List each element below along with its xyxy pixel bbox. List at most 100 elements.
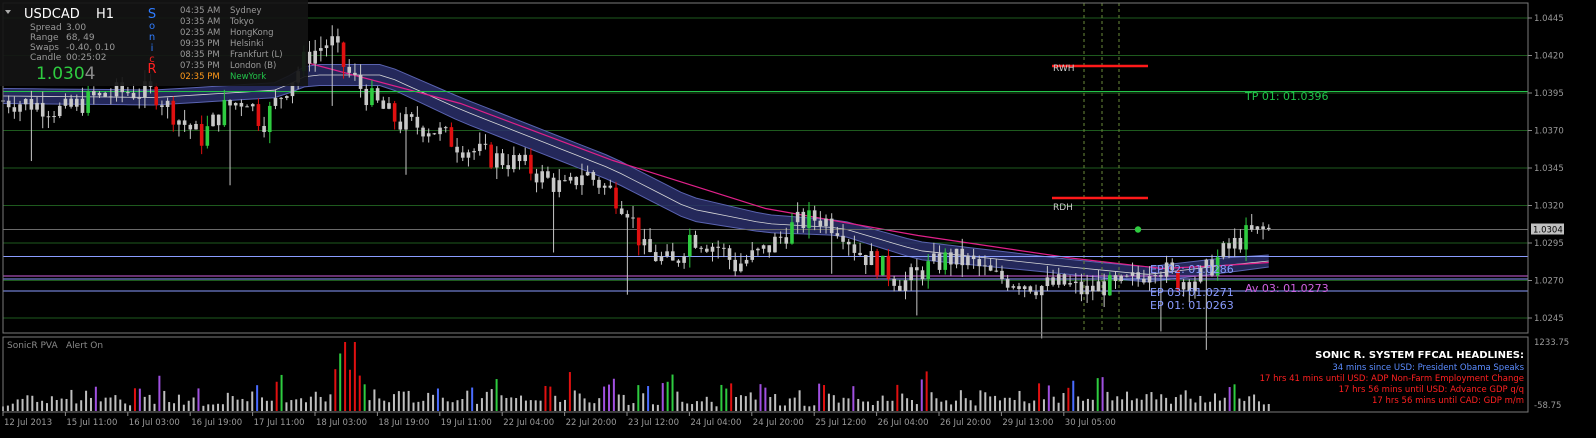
volume-bar bbox=[60, 398, 63, 411]
volume-bar bbox=[568, 372, 571, 411]
session-city: HongKong bbox=[230, 28, 274, 38]
volume-bar bbox=[197, 388, 200, 411]
candle-body bbox=[1210, 259, 1214, 276]
candle-body bbox=[534, 173, 539, 183]
sonic-r-vertical-label: SonicR bbox=[147, 7, 156, 77]
volume-bar bbox=[11, 403, 14, 411]
candle-body bbox=[273, 97, 278, 106]
candle-body bbox=[6, 100, 11, 108]
candle-body bbox=[1005, 279, 1010, 288]
candle-body bbox=[1034, 291, 1038, 296]
volume-bar bbox=[129, 405, 132, 411]
volume-bar bbox=[598, 398, 601, 411]
candle-body bbox=[398, 121, 403, 130]
candle-body bbox=[767, 245, 772, 253]
volume-bar bbox=[173, 403, 176, 411]
volume-bar bbox=[656, 404, 659, 411]
candle-body bbox=[653, 252, 658, 262]
volume-bar bbox=[358, 375, 361, 411]
volume-bar bbox=[285, 402, 288, 411]
volume-bar bbox=[1086, 398, 1089, 411]
price-tick-label: 1.0270 bbox=[1534, 277, 1564, 287]
volume-bar bbox=[378, 398, 381, 411]
dragon-band bbox=[2, 64, 1269, 283]
candle-body bbox=[432, 133, 437, 135]
volume-bar bbox=[1238, 398, 1241, 411]
volume-bar bbox=[36, 401, 39, 411]
price-display: 1.0304 bbox=[36, 64, 96, 84]
volume-bar bbox=[710, 401, 713, 411]
volume-bar bbox=[950, 404, 953, 411]
volume-bar bbox=[603, 386, 606, 411]
candle-body bbox=[1051, 277, 1055, 285]
indicator-name: SonicR PVA bbox=[7, 341, 58, 351]
volume-bar bbox=[451, 402, 454, 411]
volume-bar bbox=[432, 394, 435, 411]
volume-bar bbox=[700, 401, 703, 411]
candle-body bbox=[784, 237, 789, 244]
volume-bar bbox=[671, 374, 674, 411]
price-tick-label: 1.0445 bbox=[1534, 14, 1564, 24]
volume-bar bbox=[119, 399, 122, 411]
volume-bar bbox=[265, 400, 268, 411]
candle-body bbox=[387, 103, 391, 109]
candle-body bbox=[1136, 272, 1141, 279]
ep03-label: EP 03: 01.0271 bbox=[1150, 286, 1234, 299]
candle-body bbox=[812, 210, 817, 221]
volume-bar bbox=[26, 395, 29, 411]
indicator-pane-frame bbox=[2, 336, 1529, 413]
candle-body bbox=[818, 220, 823, 227]
volume-bar bbox=[1253, 394, 1256, 411]
candle-body bbox=[705, 248, 709, 252]
volume-bar bbox=[456, 400, 459, 411]
sonic-letter: R bbox=[147, 62, 156, 77]
volume-bar bbox=[94, 386, 97, 411]
time-tick-label: 29 Jul 13:00 bbox=[1002, 418, 1053, 428]
candle-body bbox=[546, 171, 550, 178]
volume-bar bbox=[622, 394, 625, 411]
session-city: NewYork bbox=[230, 72, 266, 82]
volume-bar bbox=[1013, 399, 1016, 411]
candle-body bbox=[699, 247, 703, 249]
candle-body bbox=[682, 256, 686, 263]
candle-body bbox=[756, 248, 760, 251]
volume-bar bbox=[158, 375, 161, 411]
volume-bar bbox=[427, 392, 430, 411]
candle-body bbox=[199, 124, 204, 146]
candle-body bbox=[177, 120, 181, 125]
volume-bar bbox=[779, 405, 782, 411]
candle-body bbox=[131, 92, 136, 99]
candle-body bbox=[466, 152, 471, 158]
volume-bar bbox=[617, 394, 620, 411]
candle-body bbox=[1113, 275, 1118, 281]
volume-bar bbox=[368, 400, 371, 411]
candle-body bbox=[1187, 282, 1192, 291]
candle-body bbox=[903, 280, 908, 291]
candle-body bbox=[636, 217, 641, 246]
candle-body bbox=[676, 260, 681, 263]
volume-bar bbox=[1150, 392, 1153, 411]
dragon-band-lower bbox=[2, 85, 1269, 283]
volume-bar bbox=[739, 395, 742, 411]
volume-bar bbox=[251, 391, 254, 411]
candle-body bbox=[1096, 281, 1101, 292]
candle-body bbox=[869, 251, 874, 266]
volume-bar bbox=[1248, 396, 1251, 411]
volume-bar bbox=[1218, 400, 1221, 411]
candle-body bbox=[285, 96, 289, 98]
chevron-down-icon[interactable] bbox=[5, 10, 11, 14]
volume-bar bbox=[891, 400, 894, 411]
volume-bar bbox=[1091, 399, 1094, 411]
candle-body bbox=[23, 98, 28, 105]
candle-body bbox=[63, 98, 68, 106]
volume-bar bbox=[212, 404, 215, 411]
candle-body bbox=[739, 263, 743, 272]
volume-bar bbox=[798, 390, 801, 411]
volume-bar bbox=[964, 398, 967, 411]
time-tick-label: 16 Jul 19:00 bbox=[191, 418, 242, 428]
candle-body bbox=[341, 42, 346, 67]
candle-body bbox=[909, 267, 913, 281]
trade-levels[interactable] bbox=[3, 64, 1528, 292]
candle-body bbox=[529, 154, 533, 174]
